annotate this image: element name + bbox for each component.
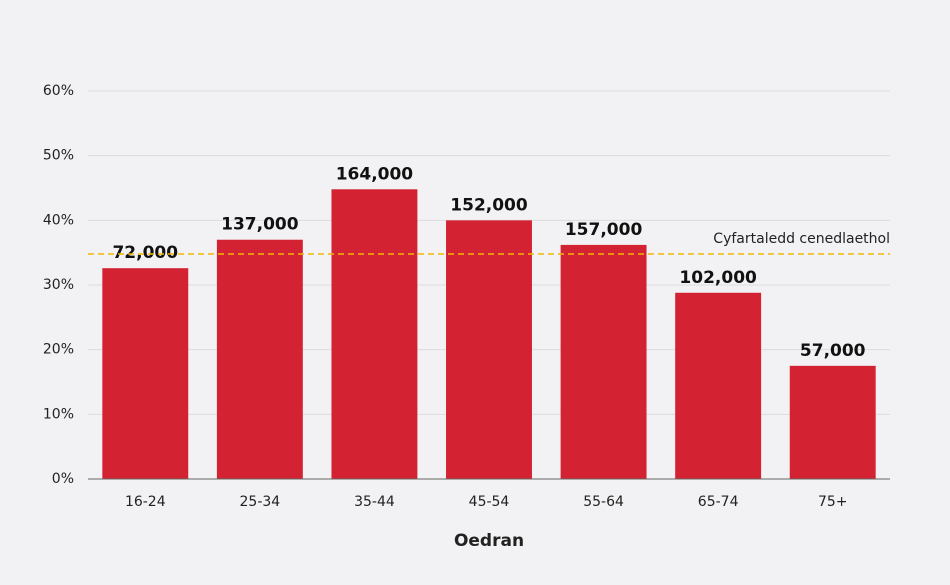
- data-label: 164,000: [336, 164, 414, 184]
- x-tick-label: 25-34: [240, 494, 281, 510]
- data-label: 137,000: [221, 215, 299, 235]
- data-label: 157,000: [565, 220, 643, 240]
- x-tick-label: 65-74: [698, 494, 739, 510]
- x-tick-label: 35-44: [354, 494, 395, 510]
- y-tick-label: 0%: [52, 471, 74, 487]
- y-tick-label: 10%: [43, 406, 74, 422]
- data-label: 152,000: [450, 195, 528, 215]
- x-tick-label: 16-24: [125, 494, 166, 510]
- y-tick-label: 30%: [43, 277, 74, 293]
- reference-label: Cyfartaledd cenedlaethol: [713, 231, 890, 247]
- bar: [446, 220, 532, 480]
- bar: [560, 244, 647, 479]
- x-tick-label: 55-64: [583, 494, 624, 510]
- data-label: 102,000: [679, 268, 757, 288]
- bar: [331, 189, 418, 479]
- data-label: 57,000: [800, 341, 866, 361]
- y-tick-label: 50%: [43, 148, 74, 164]
- y-tick-label: 20%: [43, 342, 74, 358]
- x-tick-label: 75+: [818, 494, 848, 510]
- x-tick-label: 45-54: [469, 494, 510, 510]
- y-tick-label: 60%: [43, 83, 74, 99]
- data-label: 72,000: [112, 243, 178, 263]
- bar: [216, 239, 303, 479]
- bar: [675, 292, 762, 479]
- x-axis-title: Oedran: [454, 531, 524, 551]
- y-tick-label: 40%: [43, 212, 74, 228]
- bar: [789, 365, 876, 479]
- bar: [102, 268, 189, 479]
